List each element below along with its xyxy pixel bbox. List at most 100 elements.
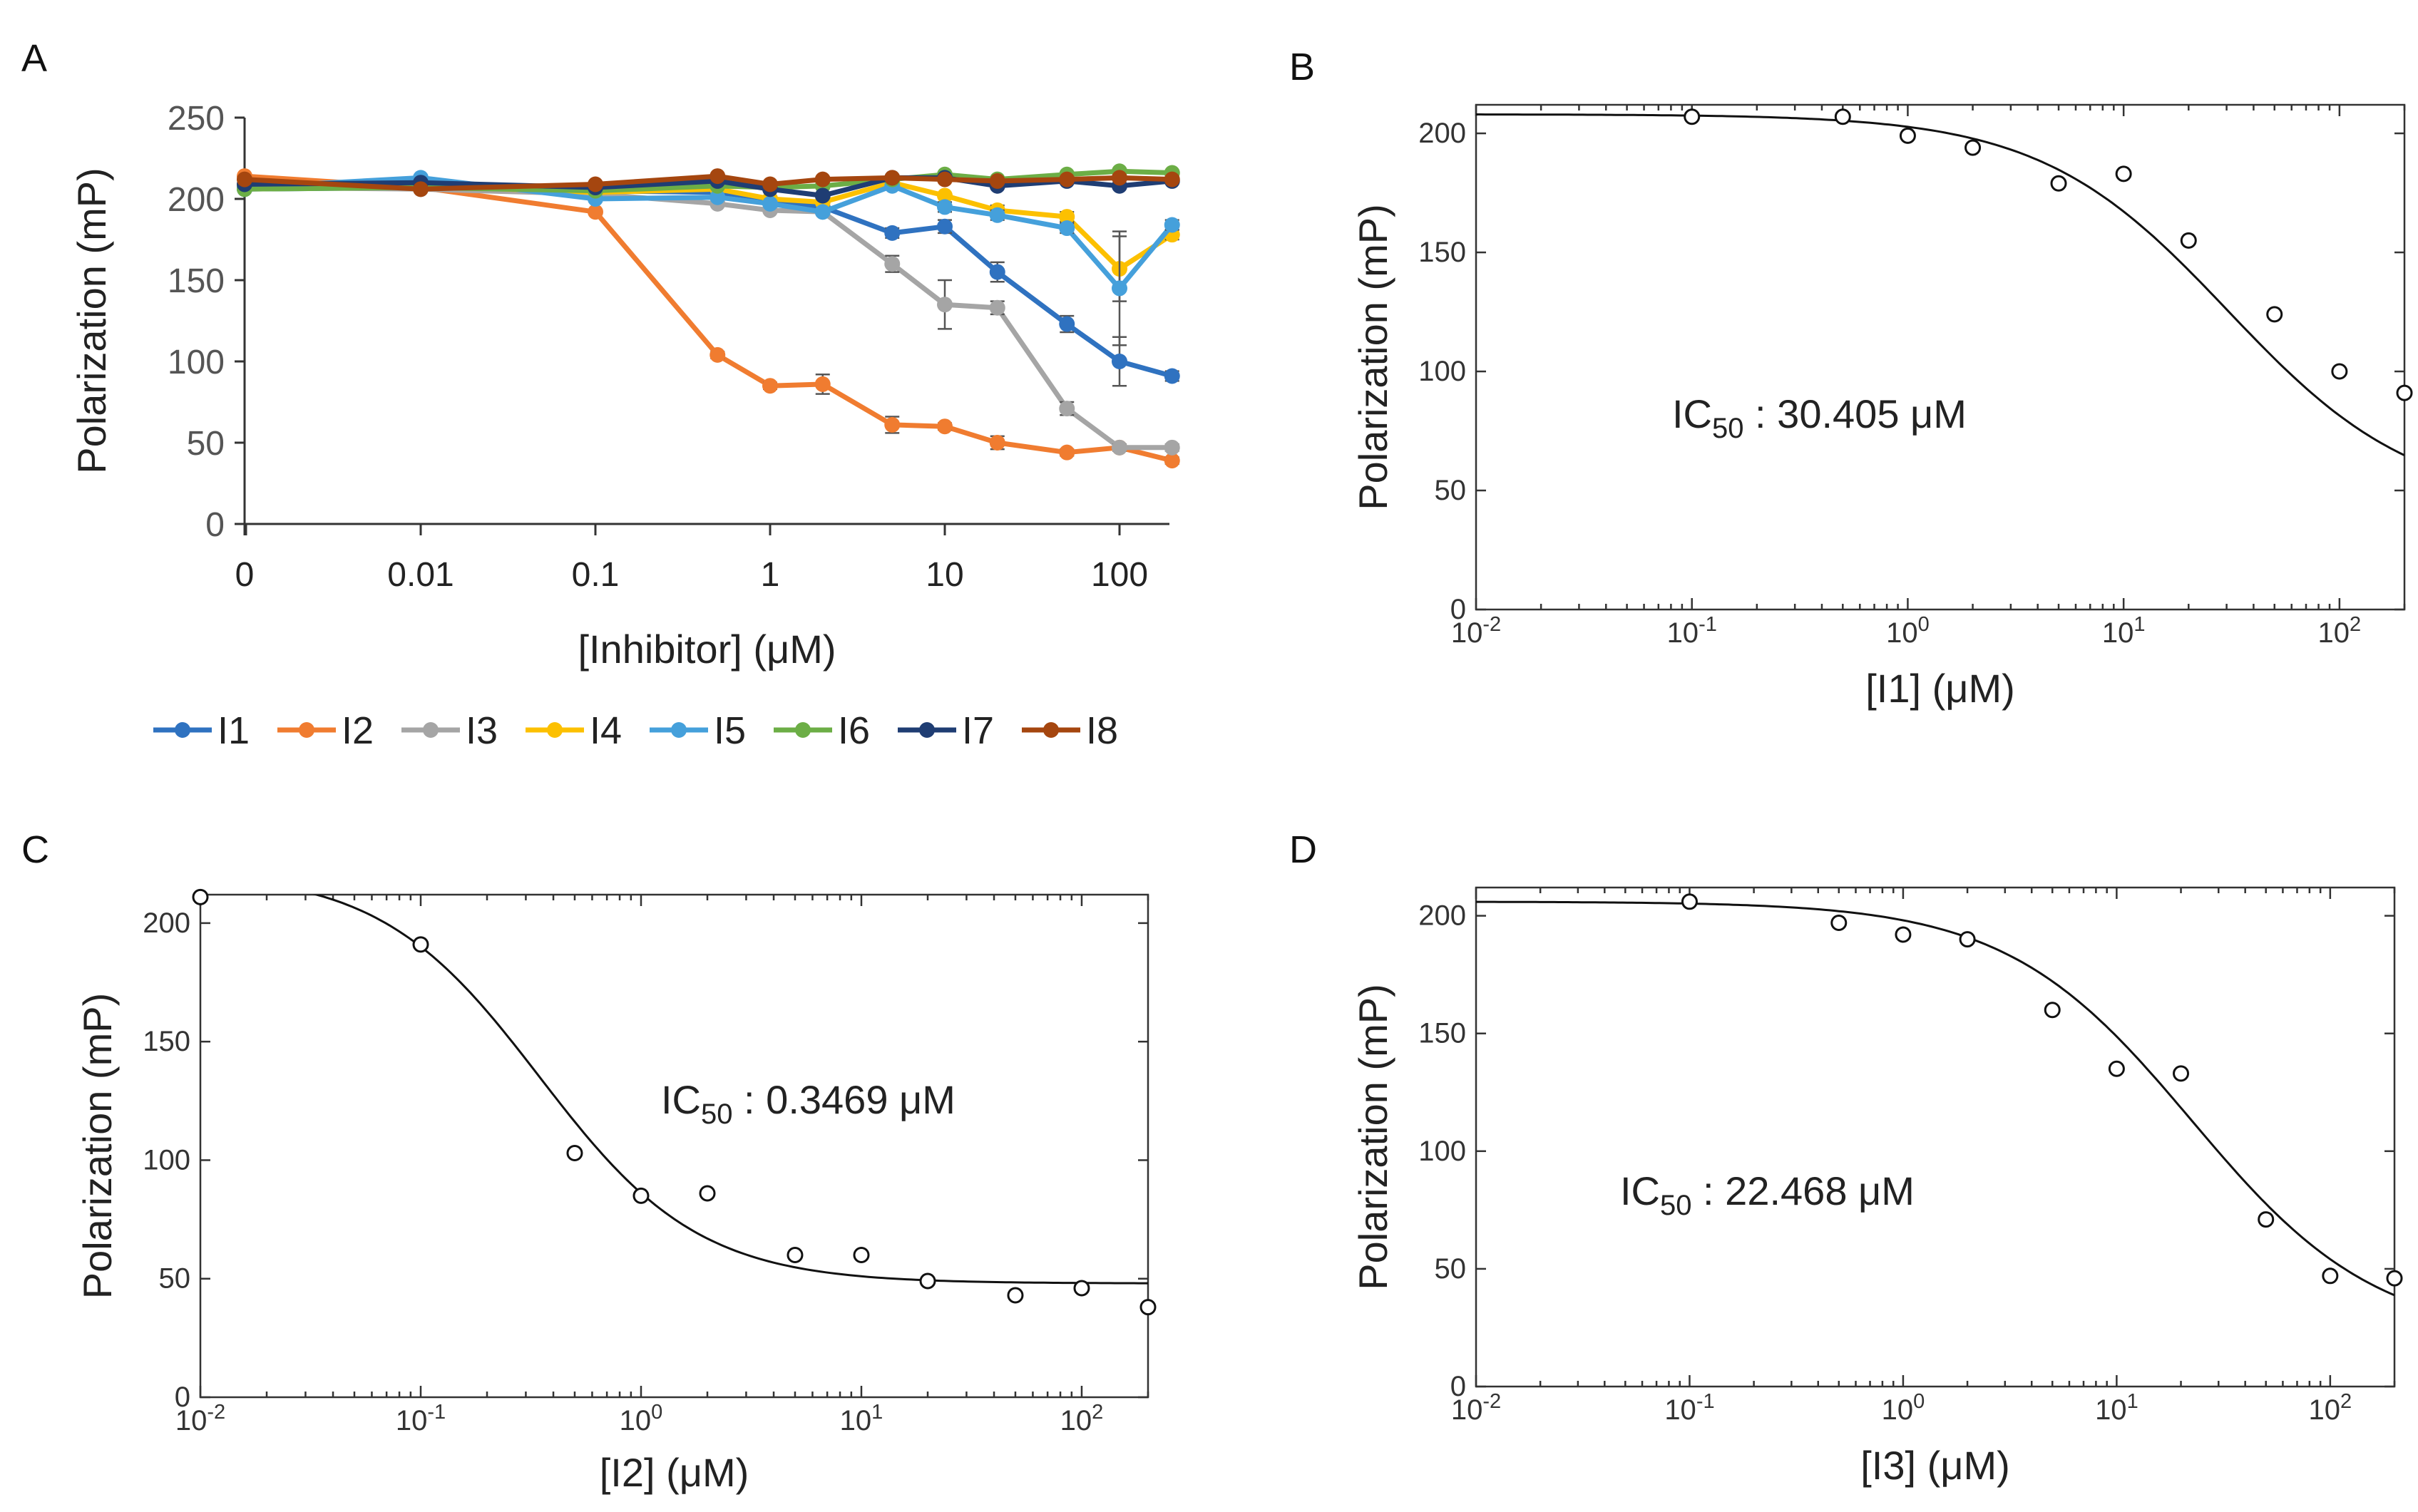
x-tick-exponent: 1 bbox=[2133, 613, 2145, 636]
legend-item-i6: I6 bbox=[774, 709, 870, 752]
data-point bbox=[1059, 220, 1075, 237]
y-tick-label: 200 bbox=[1418, 118, 1466, 149]
y-tick-label: 200 bbox=[168, 181, 225, 219]
legend-item-i8: I8 bbox=[1022, 709, 1118, 752]
y-tick-label: 50 bbox=[1435, 475, 1467, 506]
x-tick-label: 102 bbox=[1060, 1401, 1104, 1436]
x-axis-title: [I1] (μM) bbox=[1865, 666, 2015, 711]
y-axis-title: Polarization (mP) bbox=[69, 168, 114, 473]
data-point bbox=[1681, 893, 1698, 910]
data-point bbox=[2173, 1065, 2190, 1082]
x-tick-label: 102 bbox=[2309, 1390, 2352, 1426]
y-tick-label: 100 bbox=[143, 1144, 190, 1176]
data-point bbox=[884, 225, 901, 241]
series-line bbox=[244, 185, 1172, 451]
data-point bbox=[709, 346, 726, 363]
x-tick-exponent: 0 bbox=[651, 1401, 662, 1424]
x-tick-label: 0 bbox=[235, 556, 255, 594]
series-i1 bbox=[237, 180, 1180, 387]
x-tick-label: 10-2 bbox=[175, 1401, 225, 1436]
legend-swatch-marker bbox=[795, 722, 811, 738]
data-point bbox=[2386, 1270, 2403, 1287]
data-point bbox=[566, 1144, 583, 1161]
y-tick-label: 50 bbox=[187, 425, 225, 463]
ic50-subscript: 50 bbox=[1712, 413, 1744, 444]
data-point bbox=[919, 1272, 936, 1290]
data-point bbox=[937, 187, 953, 204]
data-point bbox=[1684, 108, 1701, 125]
data-point bbox=[937, 297, 953, 313]
x-tick-label: 0.1 bbox=[572, 556, 620, 594]
data-point bbox=[989, 264, 1005, 280]
data-point bbox=[1059, 316, 1075, 332]
legend-label: I5 bbox=[714, 709, 746, 752]
legend-item-i7: I7 bbox=[898, 709, 994, 752]
y-tick-label: 0 bbox=[1450, 594, 1466, 625]
y-tick-label: 100 bbox=[1418, 1136, 1466, 1167]
x-tick-exponent: 2 bbox=[2340, 1390, 2352, 1413]
data-point bbox=[989, 435, 1005, 451]
x-tick-label: 0.01 bbox=[387, 556, 454, 594]
x-tick-label: 10 bbox=[926, 556, 963, 594]
legend-swatch-marker bbox=[423, 722, 439, 738]
data-point bbox=[1139, 1299, 1157, 1316]
legend-item-i1: I1 bbox=[153, 709, 250, 752]
y-tick-label: 50 bbox=[1435, 1253, 1467, 1285]
ic50-value: : 0.3469 μM bbox=[733, 1077, 956, 1122]
y-axis-title: Polarization (mP) bbox=[75, 993, 120, 1299]
data-point bbox=[814, 171, 831, 187]
x-tick-exponent: -1 bbox=[1696, 1390, 1715, 1413]
data-point bbox=[1059, 444, 1075, 461]
ic50-value: : 22.468 μM bbox=[1692, 1168, 1915, 1213]
data-point bbox=[588, 176, 603, 192]
data-point bbox=[1834, 108, 1851, 125]
legend-label: I6 bbox=[838, 709, 870, 752]
x-tick-base: 10 bbox=[1451, 617, 1483, 649]
x-tick-label: 10-2 bbox=[1451, 613, 1501, 649]
x-tick-label: 101 bbox=[2095, 1390, 2138, 1426]
legend-swatch-marker bbox=[175, 722, 190, 738]
ic50-subscript: 50 bbox=[1660, 1190, 1692, 1221]
data-point bbox=[412, 936, 429, 953]
y-tick-label: 0 bbox=[1450, 1371, 1466, 1402]
x-tick-label: 100 bbox=[620, 1401, 663, 1436]
y-axis-title: Polarization (mP) bbox=[1351, 204, 1395, 510]
x-tick-label: 100 bbox=[1882, 1390, 1925, 1426]
data-point bbox=[2108, 1060, 2125, 1077]
data-point bbox=[1059, 209, 1075, 225]
x-tick-label: 101 bbox=[2102, 613, 2146, 649]
data-point bbox=[1059, 401, 1075, 417]
data-point bbox=[937, 218, 953, 235]
x-tick-base: 10 bbox=[1667, 617, 1699, 649]
y-tick-label: 200 bbox=[1418, 900, 1466, 932]
y-tick-label: 150 bbox=[1418, 237, 1466, 268]
x-tick-base: 10 bbox=[175, 1405, 208, 1436]
data-point bbox=[762, 176, 778, 192]
data-point bbox=[762, 195, 778, 212]
plot-frame bbox=[1475, 886, 2396, 1388]
series-i8 bbox=[237, 168, 1180, 197]
ic50-annotation: IC50 : 0.3469 μM bbox=[661, 1077, 956, 1130]
x-tick-base: 10 bbox=[2318, 617, 2350, 649]
data-point bbox=[2115, 165, 2132, 182]
y-tick-label: 50 bbox=[159, 1263, 191, 1295]
y-tick-label: 0 bbox=[175, 1382, 190, 1413]
data-point bbox=[2044, 1002, 2061, 1019]
ic50-prefix: IC bbox=[661, 1077, 701, 1122]
x-tick-base: 10 bbox=[840, 1405, 872, 1436]
y-tick-label: 150 bbox=[143, 1026, 190, 1057]
panel-label-b: B bbox=[1289, 46, 1315, 88]
legend-swatch-marker bbox=[1043, 722, 1059, 738]
x-axis-title: [Inhibitor] (μM) bbox=[578, 627, 836, 672]
fit-curve bbox=[312, 895, 1148, 1285]
x-tick-label: 1 bbox=[761, 556, 780, 594]
data-point bbox=[1112, 170, 1127, 186]
x-tick-label: 101 bbox=[840, 1401, 883, 1436]
x-tick-label: 10-1 bbox=[396, 1401, 446, 1436]
x-tick-base: 10 bbox=[396, 1405, 428, 1436]
legend-item-i4: I4 bbox=[526, 709, 622, 752]
series-line bbox=[244, 173, 1172, 192]
